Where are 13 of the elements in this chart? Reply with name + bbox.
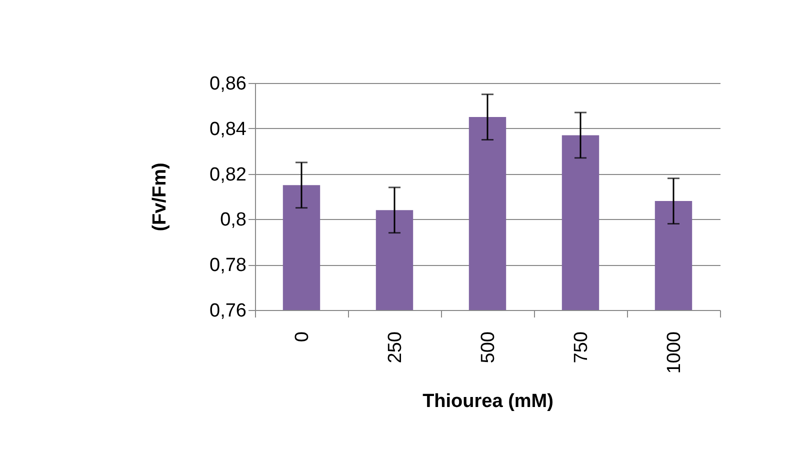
y-tick-label: 0,8 xyxy=(220,210,246,231)
y-tick-label: 0,76 xyxy=(210,300,246,322)
x-tick-label: 0 xyxy=(292,332,313,342)
x-tick-label: 250 xyxy=(385,332,406,364)
y-tick-label: 0,82 xyxy=(210,164,246,186)
x-tick-label: 500 xyxy=(478,332,499,364)
x-axis-title: Thiourea (mM) xyxy=(422,390,554,412)
x-tick-label: 750 xyxy=(571,332,592,364)
y-tick-label: 0,84 xyxy=(210,118,247,140)
y-tick-label: 0,86 xyxy=(210,74,246,94)
y-tick-label: 0,78 xyxy=(210,255,246,276)
y-axis-title: (Fv/Fm) xyxy=(150,162,171,232)
x-tick-label: 1000 xyxy=(664,332,685,374)
